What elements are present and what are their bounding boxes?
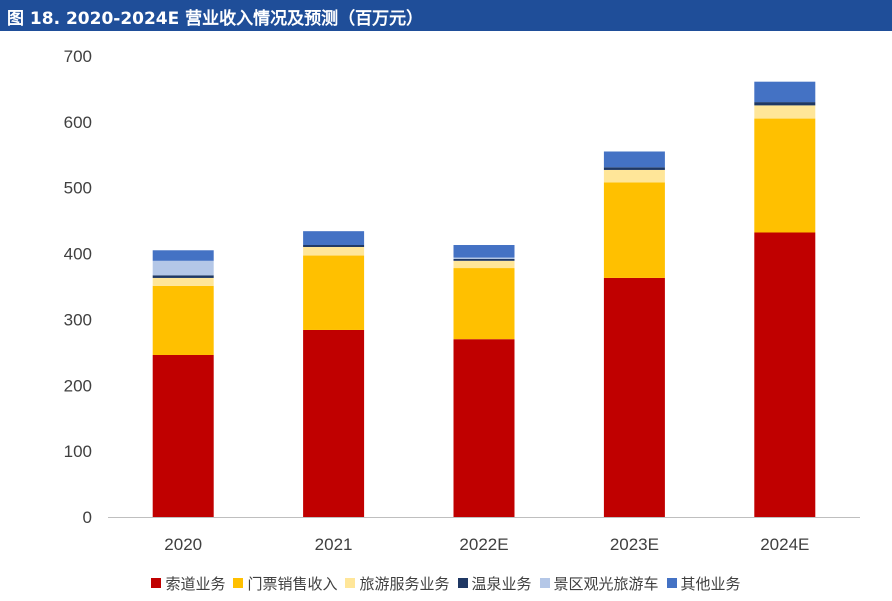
bar-segment-series-1-2022E [453,268,515,340]
legend-label: 其他业务 [680,574,741,593]
legend-item: 旅游服务业务 [345,573,450,594]
x-tick-label: 2023E [610,535,659,554]
bar-segment-series-0-2023E [603,277,665,517]
bar-segment-series-3-2021 [303,245,365,247]
chart-legend: 索道业务 门票销售收入 旅游服务业务 温泉业务 景区观光旅游车 其他业务 [0,570,892,596]
y-tick-label: 500 [64,179,92,198]
x-tick-label: 2021 [315,535,353,554]
bar-segment-series-5-2021 [303,231,365,246]
bar-segment-series-5-2023E [603,151,665,168]
bar-segment-series-1-2020 [152,285,214,355]
legend-swatch [457,578,468,588]
bar-segment-series-1-2023E [603,182,665,278]
legend-item: 温泉业务 [457,573,532,594]
legend-label: 索道业务 [165,574,226,593]
legend-item: 其他业务 [666,573,741,594]
y-tick-label: 600 [64,113,92,132]
legend-item: 景区观光旅游车 [539,573,659,594]
bar-segment-series-3-2022E [453,258,515,261]
legend-label: 旅游服务业务 [359,574,450,593]
bar-segment-series-5-2024E [754,81,816,103]
y-tick-label: 400 [64,245,92,264]
x-tick-label: 2020 [164,535,202,554]
bar-segment-series-1-2024E [754,118,816,233]
y-tick-label: 700 [64,47,92,66]
legend-label: 温泉业务 [471,574,532,593]
legend-swatch [233,578,244,588]
bar-segment-series-2-2024E [754,105,816,119]
bar-segment-series-3-2023E [603,167,665,170]
y-tick-label: 100 [64,442,92,461]
bar-segment-series-4-2022E [453,257,515,259]
legend-swatch [666,578,677,588]
bar-segment-series-3-2024E [754,102,816,106]
x-tick-label: 2024E [760,535,809,554]
bar-segment-series-0-2020 [152,354,214,517]
legend-item: 门票销售收入 [233,573,337,594]
legend-label: 门票销售收入 [247,574,338,593]
stacked-bar-chart: 0 100 200 300 400 500 600 700 2020 2021 2022E 2023E… [64,47,860,554]
bar-segment-series-5-2022E [453,245,515,258]
bar-segment-series-2-2022E [453,260,515,269]
legend-label: 景区观光旅游车 [553,574,659,593]
bar-segment-series-5-2020 [152,250,214,261]
bar-segment-series-0-2022E [453,339,515,517]
bar-segment-series-1-2021 [303,255,365,330]
bar-segment-series-0-2021 [303,329,365,517]
legend-swatch [345,578,356,588]
x-tick-label: 2022E [459,535,508,554]
y-tick-label: 0 [83,508,92,527]
chart-title: 图 18. 2020-2024E 营业收入情况及预测（百万元） [7,9,424,29]
y-tick-label: 300 [64,310,92,329]
bar-segment-series-2-2023E [603,169,665,183]
chart-title-bar: 图 18. 2020-2024E 营业收入情况及预测（百万元） [0,0,892,31]
bar-segment-series-3-2020 [152,275,214,278]
bar-segment-series-2-2020 [152,277,214,286]
bar-segment-series-2-2021 [303,246,365,256]
legend-swatch [539,578,550,588]
bar-segment-series-0-2024E [754,232,816,518]
bar-segment-series-4-2020 [152,260,214,276]
legend-item: 索道业务 [151,573,225,594]
y-tick-label: 200 [64,376,92,395]
legend-swatch [151,578,162,588]
